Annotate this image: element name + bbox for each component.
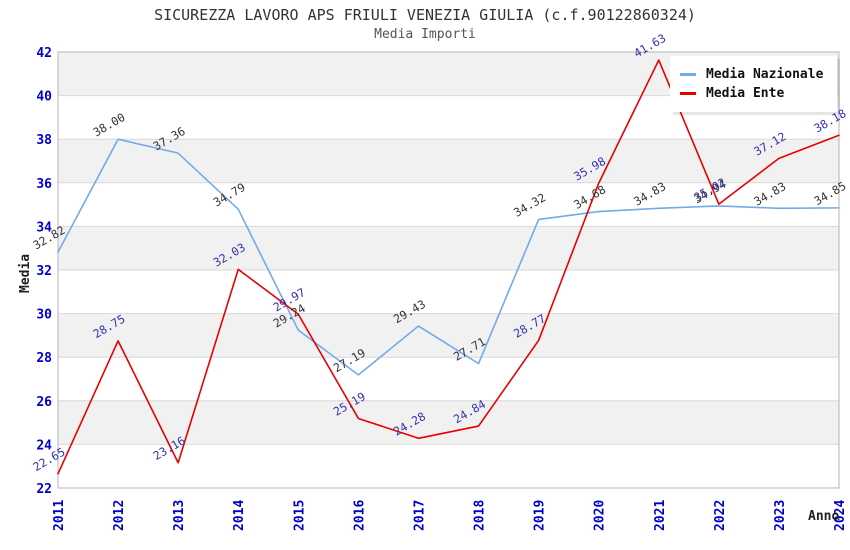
y-tick-label: 26 [36,395,52,410]
data-point-label-media-nazionale: 34.79 [211,180,248,209]
x-tick-label: 2020 [593,500,608,531]
line-swatch-icon [680,92,696,95]
legend: Media Nazionale Media Ente [670,56,838,112]
x-tick-label: 2011 [52,500,67,531]
y-tick-label: 22 [36,482,52,497]
series-line-media-ente [57,59,840,475]
y-tick-label: 36 [36,177,52,192]
data-point-label-media-nazionale: 34.32 [511,190,548,219]
plot-band [58,313,839,358]
x-tick-label: 2016 [352,500,367,531]
x-tick-label: 2024 [833,500,848,531]
x-tick-label: 2018 [473,500,488,531]
x-tick-label: 2017 [412,500,427,531]
y-tick-label: 24 [36,438,52,453]
x-tick-label: 2023 [773,500,788,531]
legend-label: Media Nazionale [706,67,824,82]
plot-band [58,139,839,183]
legend-item-media-ente: Media Ente [680,86,823,101]
x-tick-label: 2022 [713,500,728,531]
x-tick-label: 2013 [172,500,187,531]
y-tick-label: 30 [36,308,52,323]
y-axis-title: Media [18,253,33,293]
data-point-label-media-nazionale: 38.00 [91,110,128,139]
chart-title: SICUREZZA LAVORO APS FRIULI VENEZIA GIUL… [154,6,696,24]
plot-border [57,51,840,489]
legend-item-media-nazionale: Media Nazionale [680,67,823,82]
data-point-label-media-nazionale: 34.83 [751,179,788,208]
x-tick-label: 2012 [112,500,127,531]
x-tick-label: 2014 [232,500,247,531]
y-tick-label: 34 [36,220,52,235]
plot-band [58,226,839,270]
y-tick-label: 38 [36,133,52,148]
chart-subtitle: Media Importi [374,27,476,42]
data-point-label-media-nazionale: 34.83 [631,179,668,208]
plot-band [58,400,839,445]
y-tick-label: 28 [36,351,52,366]
line-swatch-icon [680,73,696,76]
legend-label: Media Ente [706,86,785,101]
x-tick-label: 2015 [292,500,307,531]
x-axis-title: Anno [808,509,840,524]
x-tick-label: 2019 [533,500,548,531]
y-tick-label: 40 [36,90,52,105]
y-tick-label: 42 [36,46,52,61]
y-tick-label: 32 [36,264,52,279]
x-tick-label: 2021 [653,500,668,531]
series-line-media-nazionale [57,138,840,376]
